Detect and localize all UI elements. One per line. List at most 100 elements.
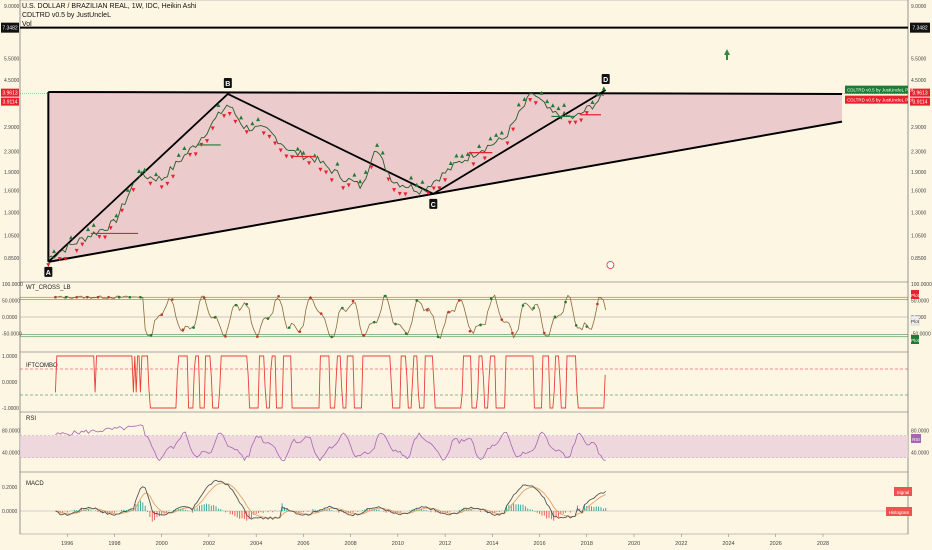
bear-marker [108, 226, 113, 231]
wt-cross-dot [362, 333, 365, 337]
wt-cross-dot [532, 306, 535, 310]
main-y-tick-left: 9.0000 [4, 4, 20, 10]
wt-cross-dot [330, 335, 334, 339]
ift-y-tick-left: 1.0000 [2, 354, 18, 360]
wt-y-tick-right: 100.0000 [911, 282, 932, 288]
bull-marker [335, 161, 340, 166]
bull-marker [380, 150, 385, 155]
wt-cross-dot [341, 306, 344, 310]
bear-marker [227, 112, 232, 117]
bear-marker [210, 126, 215, 131]
bear-marker [159, 185, 164, 190]
bear-marker [165, 181, 170, 186]
macd-line [55, 479, 606, 520]
x-tick-label: 2018 [581, 541, 593, 547]
bull-marker [409, 175, 414, 180]
wt-cross-dot [574, 324, 578, 327]
ift-title: IFTCOMBO [26, 363, 58, 369]
wt-legend-label-3: Plot [911, 338, 920, 343]
wt-cross-dot [521, 304, 525, 307]
bull-marker [556, 106, 561, 111]
bear-marker [307, 161, 312, 166]
wt-cross-dot [511, 331, 514, 335]
bull-marker [239, 115, 244, 120]
overlay-label-red: CDLTRD v0.5 by JustUncleL Plot [847, 98, 914, 103]
wt-cross-dot [202, 296, 206, 300]
bear-marker [567, 120, 572, 125]
wt-cross-dot [245, 302, 249, 306]
wt-cross-dot [287, 326, 291, 329]
wt-cross-dot [213, 316, 217, 319]
wt-cross-dot [489, 297, 493, 301]
pattern-top-line [48, 90, 843, 95]
chart-header: U.S. DOLLAR / BRAZILIAN REAL, 1W, IDC, H… [22, 2, 196, 29]
main-y-tick-right: 4.5000 [911, 78, 927, 84]
wt-legend-label-1: Plot [911, 293, 920, 298]
bear-marker [426, 191, 431, 196]
bear-marker [46, 263, 51, 268]
main-y-tick-right: 1.6000 [911, 188, 927, 194]
pattern-point-badge [429, 198, 438, 209]
wt-cross-dot [383, 294, 387, 298]
bear-marker [318, 167, 323, 172]
bull-marker [590, 100, 595, 105]
bull-marker [363, 169, 368, 174]
bear-marker [482, 156, 487, 161]
x-tick-label: 2004 [250, 541, 262, 547]
wt-cross-dot [117, 295, 121, 299]
wt-cross-dot [256, 335, 259, 338]
main-y-tick-right: 1.9000 [911, 170, 927, 176]
wt-cross-dot [596, 302, 599, 306]
wt-cross-dot [64, 295, 68, 299]
bear-marker [579, 118, 584, 123]
wt-cross-dot [75, 295, 78, 299]
bear-marker [471, 162, 476, 167]
wt-cross-dot [309, 296, 312, 300]
bear-marker [148, 181, 153, 186]
wt-y-tick-left: 50.0000 [2, 299, 20, 305]
wt-cross-dot [298, 330, 302, 333]
x-tick-label: 2012 [439, 541, 451, 547]
bull-marker [499, 130, 504, 135]
wt-cross-dot [139, 295, 142, 299]
bear-marker [222, 114, 227, 119]
bear-marker [505, 141, 510, 146]
pane-frame [19, 351, 909, 413]
bull-marker [448, 160, 453, 165]
wt-cross-dot [266, 317, 270, 320]
overlay-badge-green [845, 85, 908, 94]
main-y-tick-right: 9.0000 [911, 4, 927, 10]
x-tick-label: 2000 [156, 541, 168, 547]
symbol-title: U.S. DOLLAR / BRAZILIAN REAL, 1W, IDC, H… [22, 3, 197, 10]
bull-marker [137, 168, 142, 173]
main-y-tick-right: 2.3000 [911, 150, 927, 156]
bull-marker [142, 167, 147, 172]
x-tick-label: 2020 [628, 541, 640, 547]
wt-cross-dot [500, 318, 504, 321]
bear-marker [131, 188, 136, 193]
bear-marker [63, 257, 68, 262]
bull-marker [545, 99, 550, 104]
wt-y-tick-left: 100.0000 [2, 282, 23, 288]
bear-marker [233, 119, 238, 124]
wt-legend-badge-2 [910, 315, 920, 326]
price-badge-bottom-right [910, 97, 930, 106]
wt-cross-dot [542, 331, 546, 335]
level-badge-left [1, 22, 19, 33]
bull-marker [182, 145, 187, 150]
main-y-tick-left: 1.9000 [4, 170, 20, 176]
rsi-legend-label: RSI [912, 437, 920, 442]
wt-cross-dot [553, 315, 557, 319]
bull-marker [539, 90, 544, 95]
x-tick-label: 1998 [108, 541, 120, 547]
wt-cross-dot [107, 295, 110, 299]
main-y-tick-right: 0.8500 [911, 256, 927, 262]
bull-marker [91, 222, 96, 227]
x-tick-label: 2008 [345, 541, 357, 547]
wt-cross-dot [415, 299, 419, 302]
pattern-triangle-fill [48, 91, 842, 262]
wt-cross-dot [457, 299, 461, 302]
bull-marker [414, 182, 419, 187]
